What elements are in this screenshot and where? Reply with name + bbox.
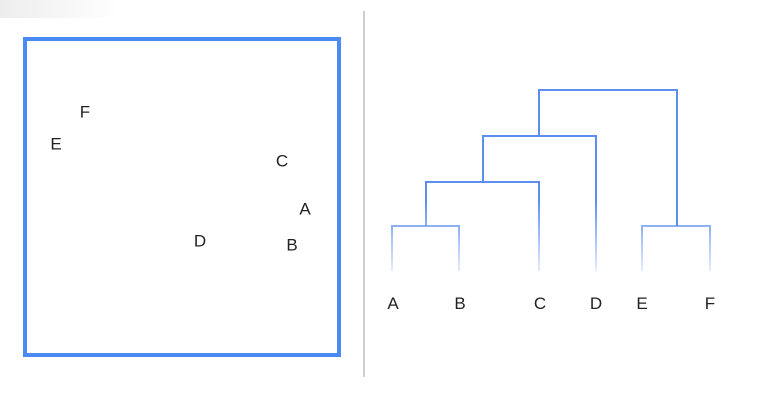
point-b-label: B [286, 235, 298, 255]
point-c-label: C [275, 151, 289, 171]
merge-ab-branch [391, 225, 460, 271]
leaf-a-label: A [387, 294, 399, 313]
point-d-label: D [193, 231, 207, 251]
point-f-label: F [79, 102, 91, 122]
leaf-f-label: F [705, 294, 715, 313]
corner-shade [0, 0, 120, 18]
dendrogram: A B C D E F [387, 89, 715, 313]
panel-divider [363, 11, 365, 377]
leaf-e-label: E [636, 294, 647, 313]
leaf-c-label: C [534, 294, 546, 313]
leaf-b-label: B [454, 294, 465, 313]
point-a-label: A [299, 199, 311, 219]
scatter-panel: F E C A D B [23, 37, 341, 357]
point-e-label: E [50, 134, 62, 154]
leaf-d-label: D [590, 294, 602, 313]
merge-root-branch [538, 89, 678, 226]
merge-ef-branch [641, 225, 711, 271]
